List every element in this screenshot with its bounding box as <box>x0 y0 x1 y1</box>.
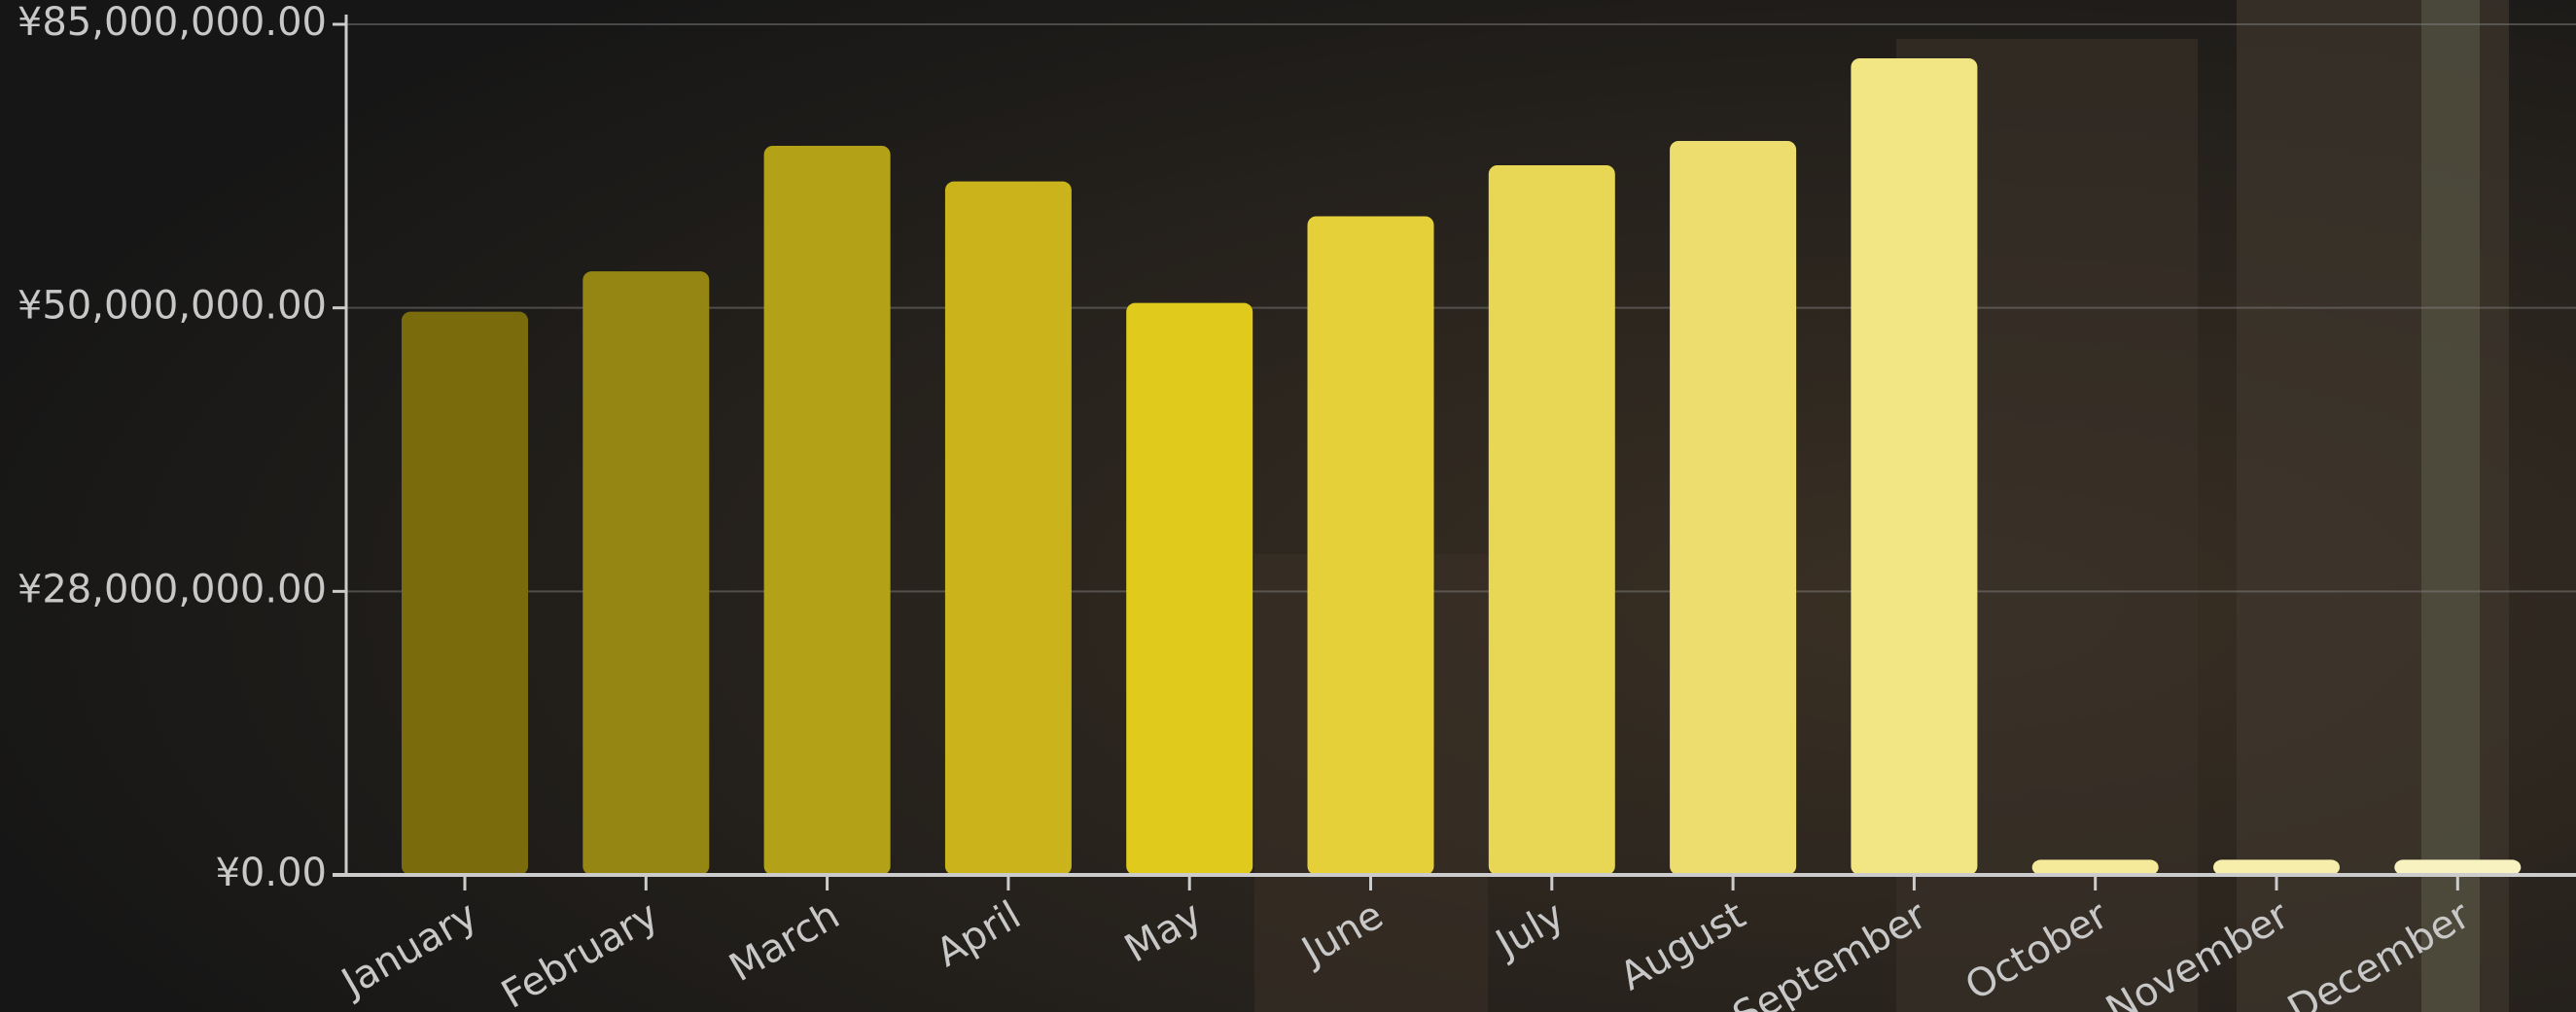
y-tick-label: ¥85,000,000.00 <box>18 0 327 45</box>
bar <box>2213 859 2340 875</box>
bar <box>2032 859 2159 875</box>
bar <box>1670 141 1796 875</box>
chart: ¥0.00 ¥28,000,000.00 ¥50,000,000.00 ¥85,000… <box>0 0 2576 1012</box>
page: ¥0.00 ¥28,000,000.00 ¥50,000,000.00 ¥85,000… <box>0 0 2576 1012</box>
bar <box>1851 58 1977 875</box>
bar <box>1308 217 1434 876</box>
bar <box>2394 859 2521 875</box>
bar <box>764 146 891 875</box>
bar <box>945 182 1072 875</box>
bar <box>582 271 709 875</box>
y-tick-label: ¥50,000,000.00 <box>18 284 327 329</box>
bar <box>1489 165 1615 875</box>
y-tick-label: ¥0.00 <box>215 851 327 895</box>
bar <box>402 312 528 875</box>
y-tick-label: ¥28,000,000.00 <box>18 567 327 611</box>
bar <box>1126 303 1253 875</box>
